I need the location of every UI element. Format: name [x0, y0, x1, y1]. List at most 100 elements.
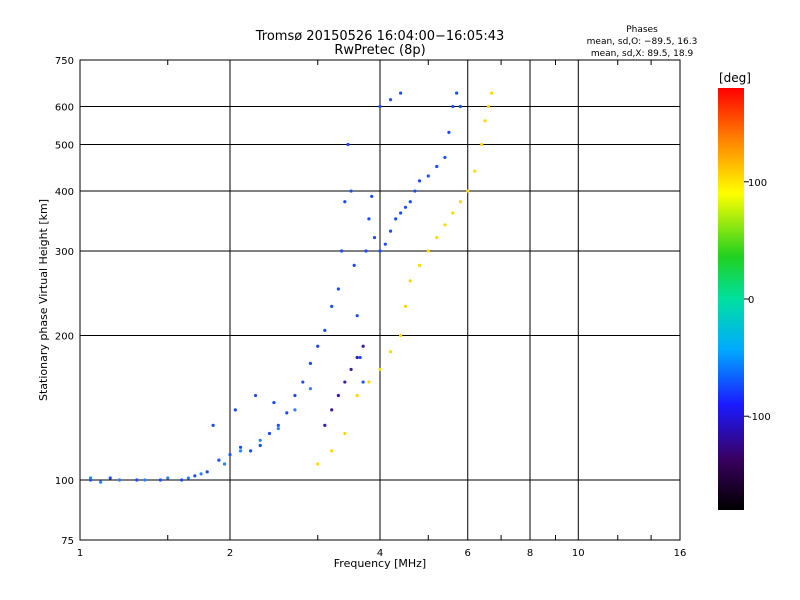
data-point: [378, 104, 382, 109]
data-point: [367, 217, 371, 221]
data-point: [222, 462, 227, 466]
data-point: [490, 91, 494, 95]
data-point: [336, 287, 340, 291]
data-point: [301, 380, 305, 384]
grid-lines: [80, 60, 680, 540]
data-point: [199, 472, 203, 476]
colorbar-label: [deg]: [719, 71, 751, 85]
data-point: [186, 476, 190, 480]
data-point: [367, 380, 371, 384]
data-point: [267, 431, 272, 436]
y-tick-label: 300: [55, 247, 74, 258]
data-point: [99, 480, 103, 484]
data-point: [435, 164, 439, 169]
data-point: [417, 263, 422, 267]
y-tick-label: 400: [55, 187, 74, 198]
data-point: [413, 189, 417, 193]
data-point: [364, 249, 368, 253]
data-point: [355, 314, 359, 318]
x-axis-ticks: 1 2 4 6 8 10 16: [77, 548, 687, 559]
data-point: [399, 91, 403, 95]
data-point: [417, 179, 422, 183]
data-point: [426, 249, 430, 253]
data-point: [403, 205, 408, 209]
data-point: [158, 478, 163, 482]
data-point: [451, 104, 455, 109]
y-tick-label: 500: [55, 141, 74, 152]
x-tick-label: 8: [527, 548, 533, 559]
y-tick-label: 200: [55, 332, 74, 343]
x-tick-label: 4: [377, 548, 383, 559]
y-tick-label: 75: [61, 536, 74, 547]
data-point: [228, 452, 232, 457]
data-point: [308, 361, 313, 365]
data-point: [316, 344, 320, 348]
data-point: [372, 235, 377, 240]
data-point: [211, 423, 215, 427]
data-point: [276, 426, 280, 431]
colorbar-tick-label: 100: [748, 178, 767, 189]
data-point: [316, 462, 320, 466]
y-tick-label: 750: [55, 56, 74, 67]
data-point: [408, 200, 412, 204]
data-point: [293, 408, 297, 412]
data-point: [388, 350, 393, 354]
data-point: [180, 478, 184, 482]
data-point: [355, 393, 359, 398]
data-point: [483, 119, 487, 123]
data-point: [88, 476, 93, 480]
data-point: [458, 104, 463, 109]
chart-subtitle: RwPretec (8p): [334, 43, 425, 58]
data-point: [388, 98, 393, 102]
data-point: [143, 478, 147, 482]
data-point: [323, 423, 327, 427]
data-point: [447, 130, 451, 134]
data-point: [378, 249, 382, 253]
data-point: [343, 431, 347, 436]
data-point: [135, 478, 139, 482]
data-point: [117, 478, 122, 482]
data-point: [336, 393, 340, 398]
x-tick-label: 16: [674, 548, 687, 559]
y-tick-label: 100: [55, 476, 74, 487]
data-point: [166, 476, 170, 480]
data-point: [238, 449, 243, 453]
y-axis-label: Stationary phase Virtual Height [km]: [37, 199, 50, 401]
data-point: [403, 304, 408, 309]
data-point: [349, 189, 353, 193]
colorbar-ticks: 100 0 -100: [744, 178, 771, 423]
data-point: [330, 408, 334, 412]
data-point: [272, 400, 276, 405]
data-point: [426, 174, 430, 178]
data-point: [249, 449, 253, 453]
data-point: [458, 200, 463, 204]
data-point: [358, 355, 362, 360]
data-point: [455, 91, 459, 95]
data-point: [258, 443, 262, 448]
data-point: [253, 393, 258, 398]
data-point: [361, 344, 365, 348]
data-point: [486, 104, 490, 109]
data-point: [193, 474, 197, 478]
data-point: [293, 393, 297, 398]
colorbar-tick-label: 0: [748, 295, 754, 306]
data-point: [388, 229, 393, 233]
data-point: [399, 333, 403, 338]
y-tick-label: 600: [55, 103, 74, 114]
data-point: [285, 411, 289, 415]
x-tick-label: 6: [465, 548, 471, 559]
data-point: [346, 142, 350, 147]
data-point: [343, 200, 347, 204]
x-axis-label: Frequency [MHz]: [334, 557, 426, 570]
data-point: [451, 211, 455, 215]
y-axis-ticks: 75 100 200 300 400 500 600 750: [55, 56, 74, 547]
colorbar-tick-label: -100: [748, 412, 771, 423]
data-point: [435, 235, 439, 240]
data-point: [355, 355, 359, 360]
data-point: [443, 155, 447, 160]
phases-x-line: mean, sd,X: 89.5, 18.9: [591, 49, 694, 59]
data-point: [323, 328, 327, 332]
data-point: [378, 367, 382, 372]
data-point: [330, 304, 334, 309]
